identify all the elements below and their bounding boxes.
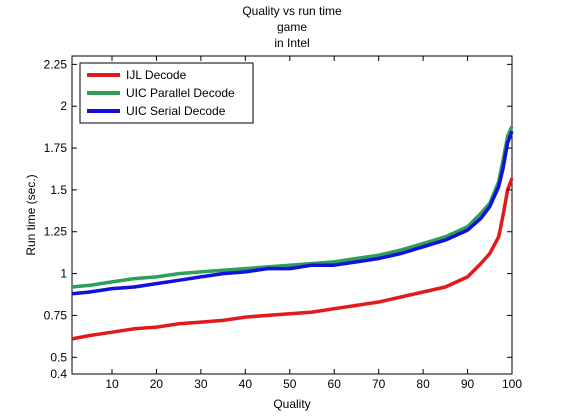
x-tick-label: 50 (283, 377, 297, 391)
x-axis-label: Quality (273, 397, 310, 411)
x-tick-label: 40 (239, 377, 253, 391)
y-tick-label: 0.4 (50, 367, 67, 381)
series-layer (71, 125, 514, 341)
x-tick-label: 20 (150, 377, 164, 391)
y-tick-label: 2 (60, 99, 67, 113)
y-tick-label: 0.5 (50, 350, 67, 364)
x-tick-label: 60 (328, 377, 342, 391)
x-tick-label: 100 (502, 377, 522, 391)
axis-ticks: 10 20 30 40 50 60 70 80 90 100 0.4 0.5 0.75 1 1.25 1.5 1… (44, 56, 522, 391)
y-axis-label: Run time (sec.) (24, 174, 38, 255)
chart-title-line: in Intel (274, 36, 309, 50)
chart-title: Quality vs run time game in Intel (242, 4, 342, 50)
y-tick-label: 1 (60, 267, 67, 281)
legend-label: IJL Decode (126, 68, 187, 82)
y-tick-label: 2.25 (44, 57, 68, 71)
x-tick-label: 70 (372, 377, 386, 391)
y-tick-label: 1.25 (44, 225, 68, 239)
chart-title-line: game (277, 20, 307, 34)
y-tick-label: 1.5 (50, 183, 67, 197)
x-tick-label: 80 (416, 377, 430, 391)
y-tick-label: 1.75 (44, 141, 68, 155)
chart-title-line: Quality vs run time (242, 4, 342, 18)
series-line-ijl-decode (71, 177, 514, 341)
series-line-uic-serial-decode (71, 130, 514, 296)
legend: IJL Decode UIC Parallel Decode UIC Serial … (79, 62, 254, 124)
y-tick-label: 0.75 (44, 308, 68, 322)
legend-label: UIC Parallel Decode (126, 86, 235, 100)
plot-area (71, 55, 513, 375)
legend-label: UIC Serial Decode (126, 104, 226, 118)
x-tick-label: 10 (105, 377, 119, 391)
x-tick-label: 90 (461, 377, 475, 391)
x-tick-label: 30 (194, 377, 208, 391)
